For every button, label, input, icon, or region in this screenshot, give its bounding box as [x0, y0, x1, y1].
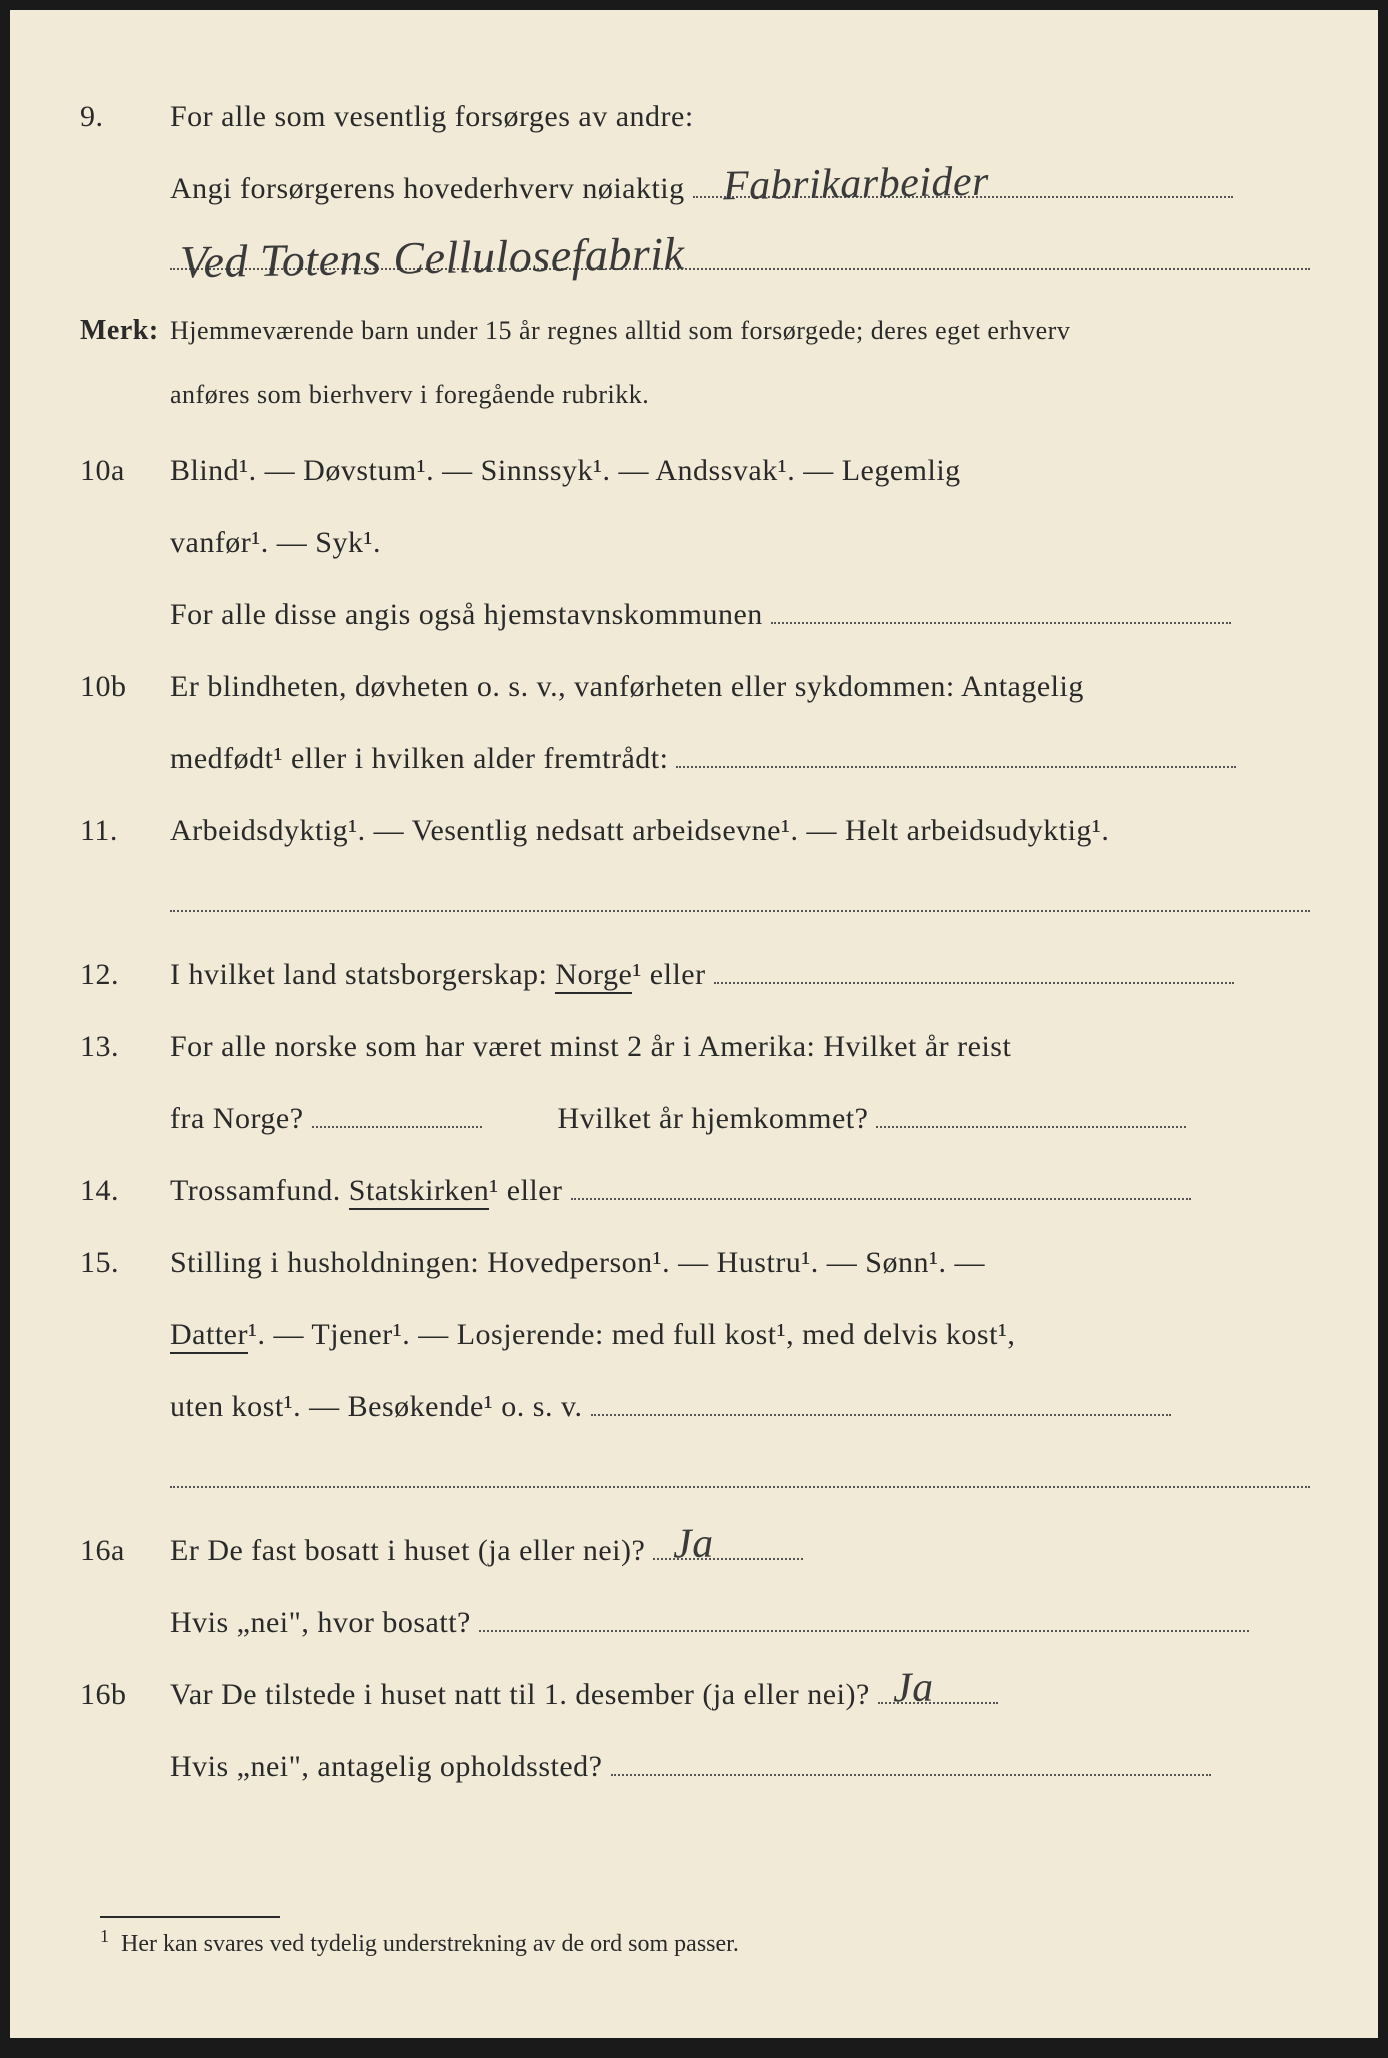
- q10a-text2: vanfør¹. — Syk¹.: [170, 516, 1308, 570]
- q15-line2: Datter¹. — Tjener¹. — Losjerende: med fu…: [80, 1308, 1308, 1362]
- q9-blank1[interactable]: Fabrikarbeider: [693, 165, 1233, 198]
- q16a-line1: 16a Er De fast bosatt i huset (ja eller …: [80, 1524, 1308, 1578]
- q9-line3: Ved Totens Cellulosefabrik: [80, 234, 1308, 288]
- q12-number: 12.: [80, 948, 170, 1002]
- q16b-hand: Ja: [892, 1651, 934, 1727]
- q14-number: 14.: [80, 1164, 170, 1218]
- q14-content: Trossamfund. Statskirken¹ eller: [170, 1164, 1308, 1218]
- q15-line3: uten kost¹. — Besøkende¹ o. s. v.: [80, 1380, 1308, 1434]
- merk-text2: anføres som bierhverv i foregående rubri…: [170, 374, 1308, 416]
- q13-blank1[interactable]: [312, 1095, 482, 1128]
- q11-blank[interactable]: [170, 879, 1310, 912]
- q16b-content2: Hvis „nei", antagelig opholdssted?: [170, 1740, 1308, 1794]
- q12-suffix: ¹ eller: [632, 958, 705, 991]
- q15-content2: Datter¹. — Tjener¹. — Losjerende: med fu…: [170, 1308, 1308, 1362]
- q13-line2: fra Norge? Hvilket år hjemkommet?: [80, 1092, 1308, 1146]
- q16a-text1: Er De fast bosatt i huset (ja eller nei)…: [170, 1534, 645, 1567]
- q14-line: 14. Trossamfund. Statskirken¹ eller: [80, 1164, 1308, 1218]
- q10b-line1: 10b Er blindheten, døvheten o. s. v., va…: [80, 660, 1308, 714]
- q15-blank-row: [80, 1452, 1308, 1506]
- q10b-line2: medfødt¹ eller i hvilken alder fremtrådt…: [80, 732, 1308, 786]
- q15-content3: uten kost¹. — Besøkende¹ o. s. v.: [170, 1380, 1308, 1434]
- q15-blank1[interactable]: [591, 1383, 1171, 1416]
- q9-handwriting1: Fabrikarbeider: [722, 145, 989, 225]
- q10a-text3: For alle disse angis også hjemstavnskomm…: [170, 598, 763, 631]
- q10a-line3: For alle disse angis også hjemstavnskomm…: [80, 588, 1308, 642]
- q13-text2b: Hvilket år hjemkommet?: [558, 1102, 869, 1135]
- q15-line1: 15. Stilling i husholdningen: Hovedperso…: [80, 1236, 1308, 1290]
- q9-content3: Ved Totens Cellulosefabrik: [170, 234, 1310, 288]
- q10a-number: 10a: [80, 444, 170, 498]
- q15-text2: ¹. — Tjener¹. — Losjerende: med full kos…: [248, 1318, 1015, 1351]
- q12-line: 12. I hvilket land statsborgerskap: Norg…: [80, 948, 1308, 1002]
- q10a-text1: Blind¹. — Døvstum¹. — Sinnssyk¹. — Andss…: [170, 444, 1308, 498]
- q13-text1: For alle norske som har været minst 2 år…: [170, 1020, 1308, 1074]
- q13-content2: fra Norge? Hvilket år hjemkommet?: [170, 1092, 1308, 1146]
- footnote: 1 Her kan svares ved tydelig understrekn…: [100, 1916, 739, 1958]
- q16b-line1: 16b Var De tilstede i huset natt til 1. …: [80, 1668, 1308, 1722]
- q9-line2: Angi forsørgerens hovederhverv nøiaktig …: [80, 162, 1308, 216]
- q10a-line1: 10a Blind¹. — Døvstum¹. — Sinnssyk¹. — A…: [80, 444, 1308, 498]
- q9-handwriting2: Ved Totens Cellulosefabrik: [179, 213, 685, 305]
- q16b-blank2[interactable]: [611, 1743, 1211, 1776]
- q11-line: 11. Arbeidsdyktig¹. — Vesentlig nedsatt …: [80, 804, 1308, 858]
- q14-suffix: ¹ eller: [489, 1174, 562, 1207]
- q14-prefix: Trossamfund.: [170, 1174, 349, 1207]
- q14-blank[interactable]: [571, 1167, 1191, 1200]
- q14-underlined: Statskirken: [349, 1174, 490, 1210]
- q9-text1: For alle som vesentlig forsørges av andr…: [170, 90, 1308, 144]
- q16a-blank2[interactable]: [479, 1599, 1249, 1632]
- q16a-content1: Er De fast bosatt i huset (ja eller nei)…: [170, 1524, 1308, 1578]
- q12-prefix: I hvilket land statsborgerskap:: [170, 958, 555, 991]
- q13-text2a: fra Norge?: [170, 1102, 304, 1135]
- q16a-hand: Ja: [673, 1507, 715, 1583]
- q10a-content3: For alle disse angis også hjemstavnskomm…: [170, 588, 1308, 642]
- footnote-sup: 1: [100, 1926, 109, 1946]
- q9-blank2[interactable]: Ved Totens Cellulosefabrik: [170, 237, 1310, 270]
- q10b-blank[interactable]: [676, 735, 1236, 768]
- q10b-text1: Er blindheten, døvheten o. s. v., vanfør…: [170, 660, 1308, 714]
- q15-number: 15.: [80, 1236, 170, 1290]
- q15-underlined: Datter: [170, 1318, 248, 1354]
- q16b-number: 16b: [80, 1668, 170, 1722]
- q9-content2: Angi forsørgerens hovederhverv nøiaktig …: [170, 162, 1308, 216]
- q11-blank-row: [80, 876, 1308, 930]
- q16a-line2: Hvis „nei", hvor bosatt?: [80, 1596, 1308, 1650]
- q15-blank2[interactable]: [170, 1455, 1310, 1488]
- census-form-page: 9. For alle som vesentlig forsørges av a…: [10, 10, 1378, 2038]
- q12-blank[interactable]: [714, 951, 1234, 984]
- merk-row: Merk: Hjemmeværende barn under 15 år reg…: [80, 306, 1308, 356]
- q13-blank2[interactable]: [876, 1095, 1186, 1128]
- q11-number: 11.: [80, 804, 170, 858]
- q13-line1: 13. For alle norske som har været minst …: [80, 1020, 1308, 1074]
- q10b-text2: medfødt¹ eller i hvilken alder fremtrådt…: [170, 742, 668, 775]
- q16b-line2: Hvis „nei", antagelig opholdssted?: [80, 1740, 1308, 1794]
- q16a-text2: Hvis „nei", hvor bosatt?: [170, 1606, 471, 1639]
- merk-label: Merk:: [80, 306, 170, 356]
- merk-text1: Hjemmeværende barn under 15 år regnes al…: [170, 310, 1308, 352]
- q16a-blank1[interactable]: Ja: [653, 1527, 803, 1560]
- q11-text: Arbeidsdyktig¹. — Vesentlig nedsatt arbe…: [170, 804, 1308, 858]
- footnote-text: Her kan svares ved tydelig understreknin…: [121, 1931, 739, 1957]
- q16b-text2: Hvis „nei", antagelig opholdssted?: [170, 1750, 603, 1783]
- q12-content: I hvilket land statsborgerskap: Norge¹ e…: [170, 948, 1308, 1002]
- q10b-number: 10b: [80, 660, 170, 714]
- q10a-line2: vanfør¹. — Syk¹.: [80, 516, 1308, 570]
- q16b-text1: Var De tilstede i huset natt til 1. dese…: [170, 1678, 870, 1711]
- q16b-blank1[interactable]: Ja: [878, 1671, 998, 1704]
- q13-number: 13.: [80, 1020, 170, 1074]
- q12-underlined: Norge: [555, 958, 632, 994]
- q10a-blank[interactable]: [771, 591, 1231, 624]
- merk-row2: anføres som bierhverv i foregående rubri…: [80, 374, 1308, 416]
- footnote-rule: [100, 1916, 280, 1918]
- q16b-content1: Var De tilstede i huset natt til 1. dese…: [170, 1668, 1308, 1722]
- q10b-content2: medfødt¹ eller i hvilken alder fremtrådt…: [170, 732, 1308, 786]
- q9-number: 9.: [80, 90, 170, 144]
- q9-prefix: Angi forsørgerens hovederhverv nøiaktig: [170, 172, 685, 205]
- q15-text3: uten kost¹. — Besøkende¹ o. s. v.: [170, 1390, 583, 1423]
- q16a-content2: Hvis „nei", hvor bosatt?: [170, 1596, 1308, 1650]
- q16a-number: 16a: [80, 1524, 170, 1578]
- q15-text1: Stilling i husholdningen: Hovedperson¹. …: [170, 1236, 1308, 1290]
- q9-line1: 9. For alle som vesentlig forsørges av a…: [80, 90, 1308, 144]
